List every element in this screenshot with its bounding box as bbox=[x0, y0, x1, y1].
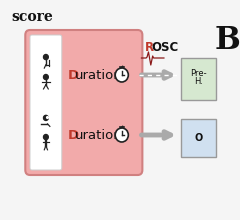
Text: O: O bbox=[194, 133, 203, 143]
Text: H.: H. bbox=[194, 77, 203, 86]
Text: R: R bbox=[145, 40, 154, 53]
FancyBboxPatch shape bbox=[30, 35, 62, 170]
Text: D: D bbox=[67, 68, 78, 81]
Text: score: score bbox=[11, 10, 53, 24]
Text: Pre-: Pre- bbox=[190, 68, 207, 77]
Circle shape bbox=[43, 115, 48, 121]
Circle shape bbox=[115, 128, 128, 142]
Circle shape bbox=[115, 68, 128, 82]
FancyBboxPatch shape bbox=[181, 58, 216, 100]
FancyBboxPatch shape bbox=[25, 30, 142, 175]
FancyBboxPatch shape bbox=[181, 119, 216, 157]
Circle shape bbox=[43, 134, 48, 140]
Circle shape bbox=[43, 55, 48, 60]
Text: B: B bbox=[215, 25, 240, 56]
Text: OSC: OSC bbox=[152, 40, 179, 53]
Text: uration: uration bbox=[74, 128, 122, 141]
Circle shape bbox=[43, 75, 48, 80]
Text: uration: uration bbox=[74, 68, 122, 81]
Text: D: D bbox=[67, 128, 78, 141]
